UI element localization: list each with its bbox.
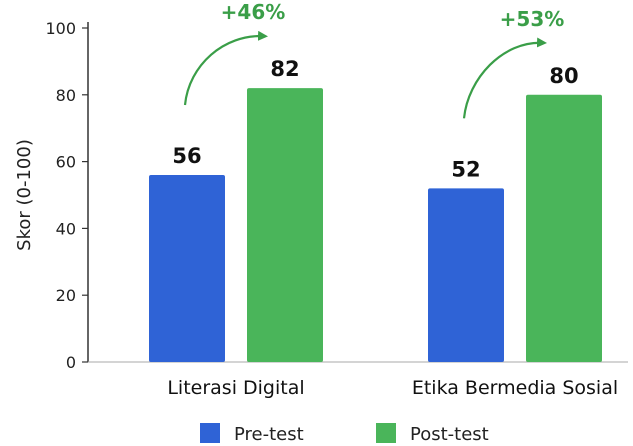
- y-tick-label-60: 60: [56, 153, 76, 172]
- legend-swatch-0: [200, 423, 220, 443]
- value-label: 52: [451, 157, 480, 181]
- legend-label-0: Pre-test: [234, 424, 304, 445]
- y-tick-label-100: 100: [45, 19, 76, 38]
- y-tick-label-40: 40: [56, 219, 76, 238]
- value-label: 56: [172, 144, 201, 168]
- value-label: 80: [549, 64, 578, 88]
- y-tick-label-80: 80: [56, 86, 76, 105]
- bar-pre-test-0: [149, 174, 225, 362]
- bar-pre-test-1: [428, 188, 504, 362]
- y-tick-label-0: 0: [66, 353, 76, 372]
- y-axis-label: Skor (0-100): [14, 139, 35, 251]
- legend-label-1: Post-test: [410, 424, 489, 445]
- improvement-label-1: +53%: [500, 7, 565, 31]
- improvement-label-0: +46%: [221, 0, 286, 24]
- x-tick-label-1: Etika Bermedia Sosial: [412, 377, 618, 399]
- bar-post-test-1: [526, 94, 602, 363]
- bar-post-test-0: [247, 88, 323, 363]
- x-tick-label-0: Literasi Digital: [167, 377, 304, 399]
- y-tick-label-20: 20: [56, 286, 76, 305]
- improvement-arrow-1: [462, 37, 547, 119]
- improvement-arrow-0: [183, 30, 268, 106]
- legend-swatch-1: [376, 423, 396, 443]
- value-label: 82: [270, 57, 299, 81]
